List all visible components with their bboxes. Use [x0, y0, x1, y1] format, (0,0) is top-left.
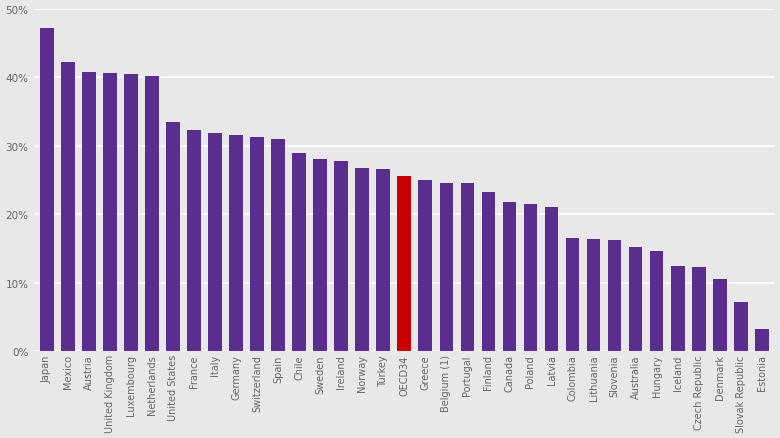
Bar	[314, 159, 327, 352]
Bar	[566, 239, 580, 352]
Bar	[713, 279, 727, 352]
Bar	[124, 74, 138, 352]
Bar	[61, 63, 75, 352]
Bar	[734, 302, 747, 352]
Bar	[587, 240, 601, 352]
Bar	[335, 162, 348, 352]
Bar	[292, 154, 306, 352]
Bar	[271, 140, 285, 352]
Bar	[671, 267, 685, 352]
Bar	[650, 252, 664, 352]
Bar	[523, 205, 537, 352]
Bar	[356, 168, 369, 352]
Bar	[692, 268, 706, 352]
Bar	[439, 184, 453, 352]
Bar	[229, 136, 243, 352]
Bar	[145, 77, 158, 352]
Bar	[208, 134, 222, 352]
Bar	[398, 177, 411, 352]
Bar	[460, 184, 474, 352]
Bar	[187, 131, 200, 352]
Bar	[481, 193, 495, 352]
Bar	[755, 330, 768, 352]
Bar	[544, 208, 558, 352]
Bar	[377, 170, 390, 352]
Bar	[250, 138, 264, 352]
Bar	[419, 180, 432, 352]
Bar	[608, 241, 622, 352]
Bar	[103, 74, 117, 352]
Bar	[502, 202, 516, 352]
Bar	[629, 247, 643, 352]
Bar	[166, 122, 179, 352]
Bar	[82, 72, 96, 352]
Bar	[40, 29, 54, 352]
